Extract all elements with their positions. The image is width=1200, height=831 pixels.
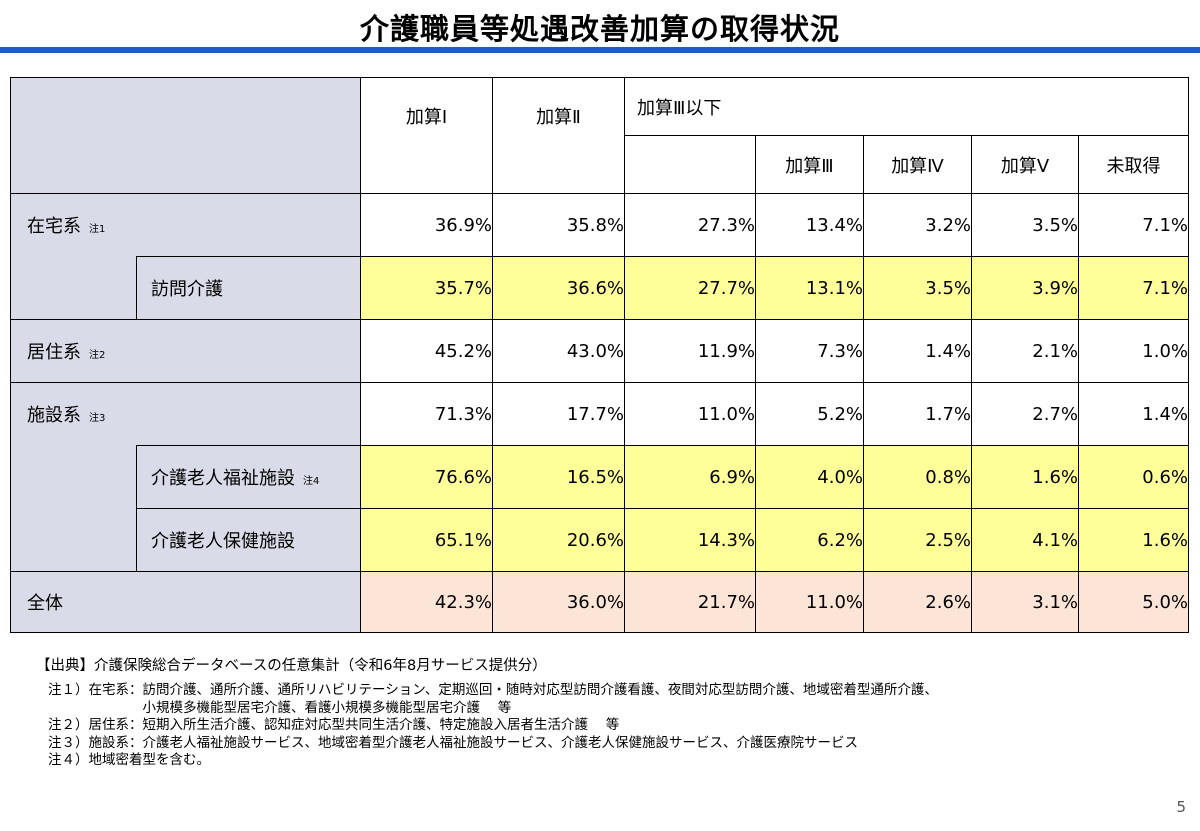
row-label-total: 全体	[10, 571, 361, 633]
header-kasan1: 加算Ⅰ	[360, 77, 493, 194]
cell-value: 3.2%	[863, 193, 972, 257]
cell-value: 2.7%	[971, 382, 1079, 446]
table-row: 全体 42.3% 36.0% 21.7% 11.0% 2.6% 3.1% 5.0…	[10, 571, 1189, 633]
row-indent	[10, 445, 137, 509]
title-divider	[0, 47, 1200, 53]
cell-value: 11.9%	[624, 319, 756, 383]
cell-value: 11.0%	[755, 571, 864, 633]
cell-value: 35.8%	[492, 193, 625, 257]
cell-value: 3.9%	[971, 256, 1079, 320]
cell-value: 7.1%	[1078, 256, 1189, 320]
table-row: 訪問介護 35.7% 36.6% 27.7% 13.1% 3.5% 3.9% 7…	[10, 256, 1189, 320]
cell-value: 36.9%	[360, 193, 493, 257]
cell-value: 6.2%	[755, 508, 864, 572]
footnote: 小規模多機能型居宅介護、看護小規模多機能型居宅介護 等	[48, 699, 512, 716]
acquisition-table: 加算Ⅰ 加算Ⅱ 加算Ⅲ以下 加算Ⅲ 加算Ⅳ 加算Ⅴ 未取得 在宅系 注1 36.9…	[10, 77, 1189, 633]
cell-value: 1.4%	[863, 319, 972, 383]
page-number: 5	[1176, 798, 1186, 816]
cell-value: 36.6%	[492, 256, 625, 320]
row-label-shisetsu: 施設系 注3	[10, 382, 361, 446]
cell-value: 4.0%	[755, 445, 864, 509]
header-corner	[10, 77, 361, 194]
cell-value: 2.6%	[863, 571, 972, 633]
table-row: 居住系 注2 45.2% 43.0% 11.9% 7.3% 1.4% 2.1% 1…	[10, 319, 1189, 383]
cell-value: 0.8%	[863, 445, 972, 509]
cell-value: 2.1%	[971, 319, 1079, 383]
header-kasan5: 加算Ⅴ	[971, 135, 1079, 194]
cell-value: 14.3%	[624, 508, 756, 572]
cell-value: 1.7%	[863, 382, 972, 446]
cell-value: 36.0%	[492, 571, 625, 633]
row-label-kyoju: 居住系 注2	[10, 319, 361, 383]
footnotes: 注１）在宅系：訪問介護、通所介護、通所リハビリテーション、定期巡回・随時対応型訪…	[48, 682, 938, 770]
cell-value: 21.7%	[624, 571, 756, 633]
cell-value: 3.5%	[971, 193, 1079, 257]
cell-value: 1.4%	[1078, 382, 1189, 446]
row-label-tokuyou: 介護老人福祉施設 注4	[136, 445, 361, 509]
cell-value: 5.2%	[755, 382, 864, 446]
cell-value: 43.0%	[492, 319, 625, 383]
footnote: 注１）在宅系：訪問介護、通所介護、通所リハビリテーション、定期巡回・随時対応型訪…	[48, 682, 938, 698]
row-label-rouken: 介護老人保健施設	[136, 508, 361, 572]
cell-value: 17.7%	[492, 382, 625, 446]
header-kasan3-below-spacer	[624, 135, 756, 194]
header-kasan4: 加算Ⅳ	[863, 135, 972, 194]
cell-value: 27.7%	[624, 256, 756, 320]
cell-value: 13.1%	[755, 256, 864, 320]
cell-value: 65.1%	[360, 508, 493, 572]
cell-value: 42.3%	[360, 571, 493, 633]
cell-value: 7.1%	[1078, 193, 1189, 257]
cell-value: 2.5%	[863, 508, 972, 572]
cell-value: 1.0%	[1078, 319, 1189, 383]
cell-value: 27.3%	[624, 193, 756, 257]
table-row: 介護老人福祉施設 注4 76.6% 16.5% 6.9% 4.0% 0.8% 1.…	[10, 445, 1189, 509]
row-indent	[10, 508, 137, 572]
table-row: 施設系 注3 71.3% 17.7% 11.0% 5.2% 1.7% 2.7% 1…	[10, 382, 1189, 446]
header-kasan3-below: 加算Ⅲ以下	[624, 77, 1189, 136]
cell-value: 11.0%	[624, 382, 756, 446]
footnote: 注３）施設系：介護老人福祉施設サービス、地域密着型介護老人福祉施設サービス、介護…	[48, 734, 858, 751]
page-title: 介護職員等処遇改善加算の取得状況	[359, 12, 840, 46]
cell-value: 4.1%	[971, 508, 1079, 572]
cell-value: 1.6%	[971, 445, 1079, 509]
row-label-houmon: 訪問介護	[136, 256, 361, 320]
cell-value: 20.6%	[492, 508, 625, 572]
source-citation: 【出典】介護保険総合データベースの任意集計（令和6年8月サービス提供分）	[36, 658, 547, 674]
cell-value: 3.5%	[863, 256, 972, 320]
header-not-acquired: 未取得	[1078, 135, 1189, 194]
row-label-zaitaku: 在宅系 注1	[10, 193, 361, 257]
header-kasan2: 加算Ⅱ	[492, 77, 625, 194]
table-row: 介護老人保健施設 65.1% 20.6% 14.3% 6.2% 2.5% 4.1…	[10, 508, 1189, 572]
cell-value: 1.6%	[1078, 508, 1189, 572]
cell-value: 5.0%	[1078, 571, 1189, 633]
cell-value: 35.7%	[360, 256, 493, 320]
cell-value: 13.4%	[755, 193, 864, 257]
cell-value: 71.3%	[360, 382, 493, 446]
table-row: 在宅系 注1 36.9% 35.8% 27.3% 13.4% 3.2% 3.5% …	[10, 193, 1189, 257]
cell-value: 3.1%	[971, 571, 1079, 633]
cell-value: 6.9%	[624, 445, 756, 509]
header-kasan3: 加算Ⅲ	[755, 135, 864, 194]
cell-value: 16.5%	[492, 445, 625, 509]
footnote: 注２）居住系：短期入所生活介護、認知症対応型共同生活介護、特定施設入居者生活介護…	[48, 717, 620, 733]
cell-value: 0.6%	[1078, 445, 1189, 509]
row-indent	[10, 256, 137, 320]
cell-value: 76.6%	[360, 445, 493, 509]
footnote: 注４）地域密着型を含む。	[48, 752, 210, 768]
cell-value: 45.2%	[360, 319, 493, 383]
cell-value: 7.3%	[755, 319, 864, 383]
